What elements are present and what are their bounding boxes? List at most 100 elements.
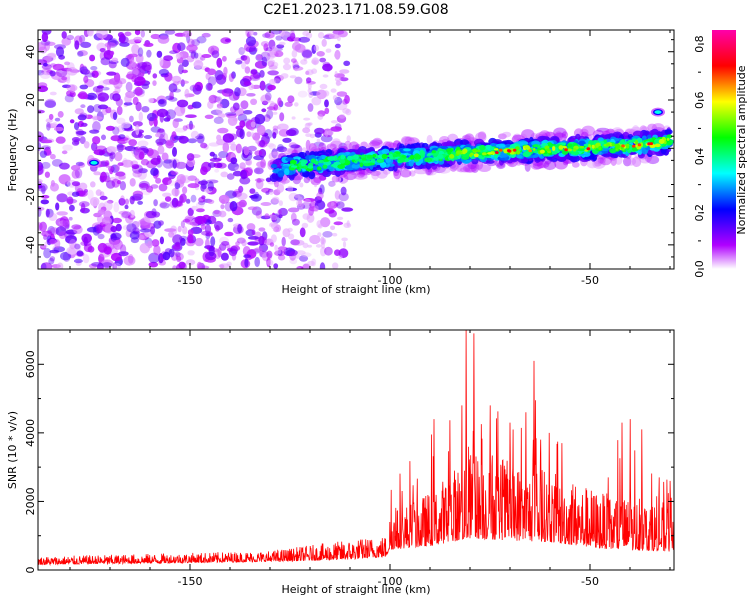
noise-speckle <box>124 204 129 210</box>
noise-speckle <box>248 46 257 55</box>
noise-speckle <box>69 204 75 212</box>
noise-speckle <box>314 205 319 212</box>
noise-speckle <box>333 221 344 226</box>
noise-speckle <box>185 259 196 266</box>
noise-speckle <box>307 244 313 248</box>
noise-speckle <box>110 50 115 56</box>
noise-speckle <box>90 66 98 71</box>
noise-speckle <box>52 63 65 71</box>
signal-mark <box>572 161 580 168</box>
noise-speckle <box>45 208 50 218</box>
noise-speckle <box>196 261 202 269</box>
noise-speckle <box>267 70 279 76</box>
noise-speckle <box>295 254 301 259</box>
signal-peak-mark <box>649 142 654 146</box>
noise-speckle <box>230 143 238 151</box>
noise-speckle <box>337 30 348 38</box>
noise-speckle <box>129 178 136 187</box>
noise-speckle <box>157 35 170 44</box>
noise-speckle <box>71 140 80 146</box>
noise-speckle <box>309 133 315 139</box>
noise-speckle <box>243 146 250 156</box>
noise-speckle <box>71 181 81 187</box>
noise-speckle <box>239 176 251 185</box>
noise-speckle <box>194 52 199 59</box>
noise-speckle <box>239 120 246 128</box>
noise-speckle <box>131 164 140 170</box>
signal-mark <box>487 152 493 155</box>
noise-speckle <box>294 76 303 85</box>
colorbar-tick-label: 0.6 <box>693 92 706 110</box>
noise-speckle <box>76 130 87 135</box>
noise-speckle <box>269 189 274 195</box>
noise-speckle <box>140 30 145 38</box>
signal-mark <box>456 164 466 173</box>
noise-speckle <box>150 226 156 235</box>
noise-speckle <box>341 237 348 242</box>
noise-speckle <box>62 84 71 89</box>
signal-mark <box>635 139 638 145</box>
noise-speckle <box>256 124 266 136</box>
x-tick-label: -150 <box>178 274 203 287</box>
signal-mark <box>524 145 530 150</box>
signal-mark <box>471 148 477 152</box>
noise-speckle <box>50 180 56 187</box>
noise-speckle <box>44 171 51 178</box>
noise-speckle <box>152 80 157 86</box>
signal-mark <box>610 155 617 166</box>
noise-speckle <box>66 246 78 255</box>
noise-speckle <box>127 39 139 45</box>
noise-speckle <box>38 85 49 93</box>
noise-speckle <box>162 192 172 198</box>
noise-speckle <box>270 214 278 221</box>
signal-mark <box>539 149 545 154</box>
noise-speckle <box>243 81 252 86</box>
noise-speckle <box>137 140 149 147</box>
noise-speckle <box>278 207 288 217</box>
noise-speckle <box>40 262 53 269</box>
noise-speckle <box>40 199 49 205</box>
signal-mark <box>476 149 481 153</box>
noise-speckle <box>220 171 229 178</box>
noise-speckle <box>301 222 309 229</box>
noise-speckle <box>287 185 294 193</box>
signal-mark <box>598 146 602 150</box>
signal-mark <box>310 158 317 164</box>
noise-speckle <box>216 96 223 104</box>
noise-speckle <box>240 48 251 52</box>
noise-speckle <box>46 121 51 131</box>
signal-mark <box>409 154 415 160</box>
noise-speckle <box>285 129 297 137</box>
noise-speckle <box>41 230 53 237</box>
signal-mark <box>471 158 479 165</box>
noise-speckle <box>91 70 99 78</box>
noise-speckle <box>254 150 263 157</box>
noise-speckle <box>223 66 228 76</box>
noise-speckle <box>337 177 342 183</box>
noise-speckle <box>178 261 186 269</box>
noise-speckle <box>224 201 233 212</box>
noise-speckle <box>150 33 161 40</box>
noise-speckle <box>288 233 295 240</box>
noise-speckle <box>210 236 216 247</box>
noise-speckle <box>218 194 230 204</box>
noise-speckle <box>267 84 276 91</box>
noise-speckle <box>319 184 325 195</box>
noise-speckle <box>113 239 123 250</box>
noise-speckle <box>256 54 263 60</box>
noise-speckle <box>249 121 256 132</box>
signal-mark <box>318 159 324 164</box>
noise-speckle <box>221 88 234 97</box>
noise-speckle <box>153 244 161 256</box>
noise-speckle <box>145 210 157 219</box>
signal-mark <box>316 166 322 171</box>
noise-speckle <box>311 96 322 106</box>
noise-speckle <box>322 239 326 243</box>
noise-speckle <box>121 159 134 168</box>
noise-speckle <box>164 196 172 202</box>
noise-speckle <box>172 234 183 245</box>
signal-mark <box>625 145 630 149</box>
noise-speckle <box>315 244 322 248</box>
noise-speckle <box>272 228 281 233</box>
noise-speckle <box>220 204 225 210</box>
